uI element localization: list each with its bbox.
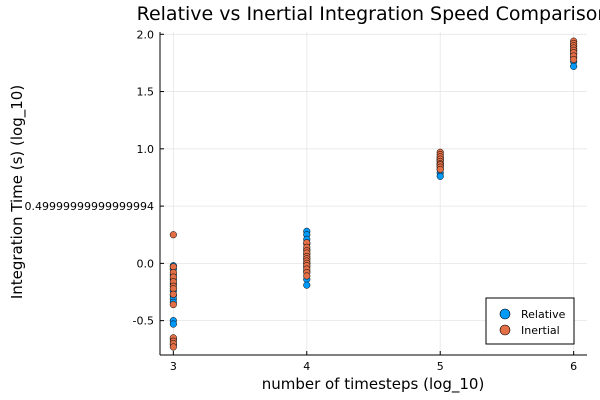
data-point-inertial [169, 290, 177, 298]
y-tick-label: 1.5 [137, 86, 155, 99]
tick-layer: 3 4 5 6 -0.5 0.0 0.49999999999999994 1.0 1.5 2.0 [25, 28, 578, 373]
y-tick-label: 1.0 [137, 143, 155, 156]
legend-label-inertial: Inertial [521, 324, 560, 337]
y-tick-label: -0.5 [133, 315, 154, 328]
legend-marker-inertial [499, 324, 511, 336]
data-point-inertial [169, 231, 177, 239]
data-point-inertial [169, 343, 177, 351]
points-layer [169, 37, 578, 351]
legend-label-relative: Relative [521, 308, 566, 321]
x-tick-label: 6 [570, 360, 577, 373]
y-axis-label: Integration Time (s) (log_10) [8, 85, 27, 299]
data-point-relative [303, 281, 311, 289]
data-point-inertial [169, 301, 177, 309]
data-point-relative [169, 320, 177, 328]
data-point-inertial [570, 55, 578, 64]
legend-marker-relative [499, 308, 511, 320]
legend: Relative Inertial [485, 297, 575, 345]
data-point-inertial [436, 165, 444, 173]
y-tick-label: 2.0 [137, 28, 155, 41]
x-tick-label: 4 [303, 360, 310, 373]
y-tick-label: 0.49999999999999994 [25, 200, 154, 213]
x-tick-label: 3 [170, 360, 177, 373]
chart-title: Relative vs Inertial Integration Speed C… [137, 3, 600, 25]
data-point-relative [570, 62, 578, 70]
data-point-inertial [303, 272, 311, 280]
y-tick-label: 0.0 [137, 257, 155, 270]
grid-layer [160, 32, 587, 355]
legend-box [485, 297, 575, 345]
x-axis-label: number of timesteps (log_10) [262, 375, 485, 394]
x-tick-label: 5 [437, 360, 444, 373]
data-point-relative [436, 172, 444, 180]
axes-layer [159, 32, 587, 356]
